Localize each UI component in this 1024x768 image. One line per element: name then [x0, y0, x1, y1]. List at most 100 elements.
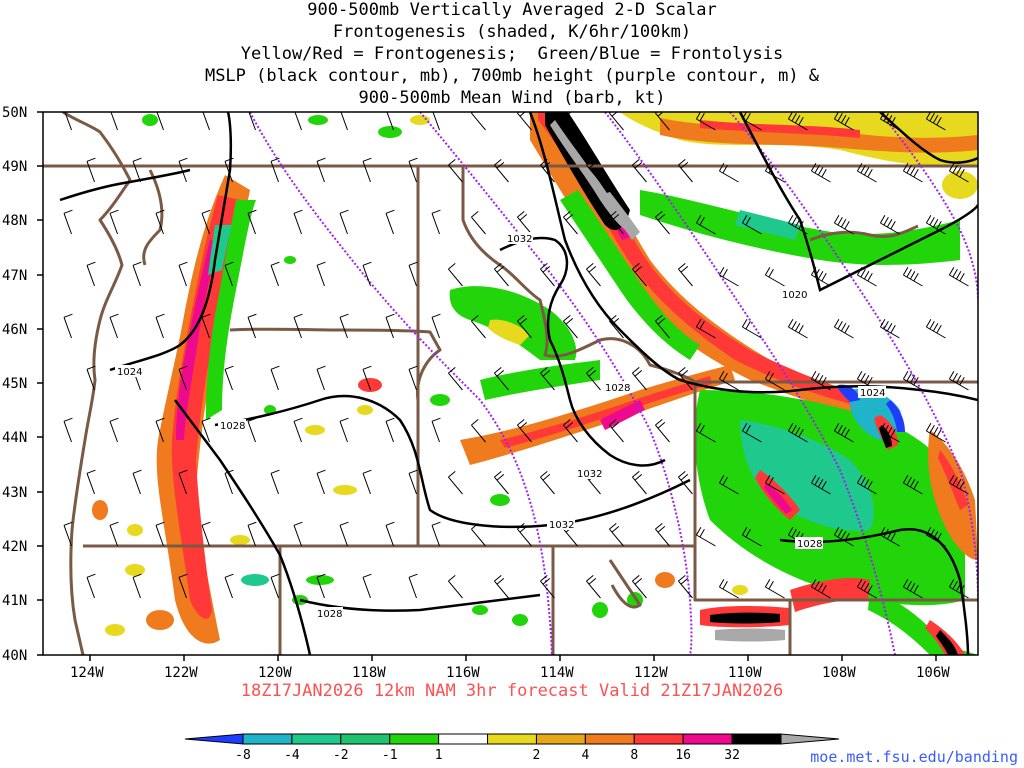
shade-magenta-wyoming	[764, 482, 792, 514]
wind-barb	[586, 367, 601, 391]
wind-barb	[86, 573, 96, 599]
title-line-4: MSLP (black contour, mb), 700mb height (…	[204, 66, 820, 86]
shade-green-idaho	[449, 286, 577, 360]
colorbar-tick-label: -1	[382, 748, 398, 763]
wind-barb	[339, 417, 349, 443]
lat-label: 47N	[2, 268, 27, 284]
wind-barb	[86, 469, 96, 495]
wind-barb	[856, 474, 877, 495]
shade-cell	[308, 115, 328, 125]
shade-black-wyoming	[879, 425, 892, 448]
lon-label: 124W	[70, 665, 104, 681]
shade-cell	[241, 574, 269, 586]
wind-barb	[810, 162, 831, 183]
lat-label: 46N	[2, 322, 27, 338]
wind-barb	[362, 157, 372, 183]
colorbar-tick-label: 1	[435, 748, 443, 763]
contour-label: 1028	[220, 421, 245, 432]
shade-cell	[333, 485, 357, 495]
wind-barb	[678, 263, 693, 287]
shade-cell	[306, 575, 334, 585]
wind-barb	[810, 578, 831, 599]
wind-barb	[517, 419, 532, 443]
wind-barb	[385, 209, 395, 235]
coastline-montana-lake	[809, 224, 919, 242]
mslp-contour-1028-west	[173, 399, 312, 655]
shade-cell	[230, 535, 250, 545]
wind-barb	[718, 578, 739, 599]
wind-barb	[247, 313, 257, 339]
coastline-great-salt-lake	[608, 559, 642, 609]
shade-cell	[305, 425, 325, 435]
wind-barb	[764, 266, 785, 287]
wind-barb	[86, 365, 96, 391]
wind-barb	[201, 209, 211, 235]
contour-label: 1020	[782, 290, 807, 301]
contour-label: 1028	[797, 539, 822, 550]
shade-red-cascades	[171, 195, 240, 619]
wind-barb	[787, 318, 808, 339]
colorbar-tick-label: 32	[724, 748, 740, 763]
wind-barb	[494, 159, 509, 183]
wind-barb	[879, 214, 900, 235]
wind-barb	[833, 526, 854, 547]
wind-barb	[201, 417, 211, 443]
mslp-contour-ne	[879, 112, 978, 164]
wind-barb	[448, 159, 463, 183]
wind-barb	[540, 575, 555, 599]
title-line-5: 900-500mb Mean Wind (barb, kt)	[358, 88, 666, 108]
wind-barb	[856, 162, 877, 183]
wind-barb	[833, 112, 854, 131]
wind-barb	[270, 573, 280, 599]
wind-barb	[787, 112, 808, 131]
wind-barb	[408, 261, 418, 287]
height-contour	[249, 112, 553, 655]
shade-cell	[284, 256, 296, 264]
shade-teal-wyoming	[740, 420, 874, 531]
colorbar-swatch	[438, 733, 489, 745]
shade-cell	[105, 624, 125, 636]
colorbar-swatch	[535, 733, 586, 745]
contour-labels: 1032 1020 1024 1028 1024 1028 1032 1032 …	[115, 232, 886, 620]
wind-barb	[586, 159, 601, 183]
wind-barb	[517, 211, 532, 235]
wind-barb	[471, 211, 486, 235]
wind-barb	[471, 523, 486, 547]
wind-barb	[448, 471, 463, 495]
lat-label: 48N	[2, 213, 27, 229]
colorbar-tick-label: -4	[284, 748, 300, 763]
wind-barb	[270, 469, 280, 495]
wind-barb	[764, 474, 785, 495]
wind-barb	[471, 419, 486, 443]
wind-barb	[362, 573, 372, 599]
shade-cell	[410, 115, 430, 125]
shade-cell	[125, 564, 145, 576]
wind-barb	[718, 370, 739, 391]
colorbar-swatch	[389, 733, 440, 745]
contour-label: 1024	[117, 367, 142, 378]
credit-link[interactable]: moe.met.fsu.edu/banding	[810, 748, 1018, 766]
shade-gray-colorado	[715, 628, 785, 642]
wind-barb	[224, 469, 234, 495]
wind-barb	[563, 315, 578, 339]
wind-barb	[540, 367, 555, 391]
wind-barb	[948, 266, 969, 287]
lat-label: 42N	[2, 539, 27, 555]
wind-barb	[247, 209, 257, 235]
wind-barb	[655, 523, 670, 547]
wind-barb	[339, 313, 349, 339]
wind-barb	[270, 261, 280, 287]
wind-barb	[632, 471, 647, 495]
wind-barb	[879, 526, 900, 547]
wind-barb	[494, 471, 509, 495]
wind-barb	[201, 521, 211, 547]
wind-barb	[609, 211, 624, 235]
title-line-2: Frontogenesis (shaded, K/6hr/100km)	[332, 22, 692, 42]
wind-barb	[293, 209, 303, 235]
wind-barb	[471, 315, 486, 339]
wind-barb	[609, 315, 624, 339]
shade-cell	[490, 494, 510, 506]
shade-cell	[655, 572, 675, 588]
wind-barb	[408, 157, 418, 183]
